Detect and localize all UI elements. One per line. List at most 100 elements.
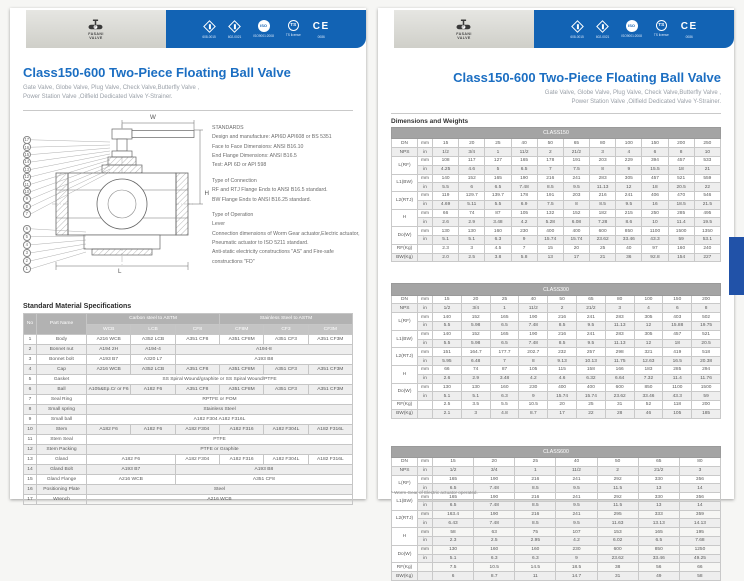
table-cell: 164.7 bbox=[460, 347, 491, 358]
table-cell: 8.7 bbox=[473, 571, 516, 581]
table-class-header: CLASS150 bbox=[391, 126, 721, 140]
table-cell: 202.7 bbox=[518, 347, 549, 358]
page-title: Class150-600 Two-Piece Floating Ball Val… bbox=[453, 70, 721, 85]
table-cell: 23.62 bbox=[604, 391, 635, 402]
table-cell: 1 bbox=[23, 333, 37, 345]
table-cell: BW(Kg) bbox=[391, 571, 418, 581]
table-cell: 11.13 bbox=[589, 182, 617, 193]
table-cell: 52 bbox=[633, 400, 664, 410]
table-cell: 115 bbox=[547, 364, 577, 375]
table-cell: 16 bbox=[641, 199, 669, 210]
table-cell: 13 bbox=[637, 483, 680, 494]
table-cell: L2(RTJ) bbox=[391, 509, 418, 529]
table-cell: 8.5 bbox=[514, 518, 557, 529]
table-cell: 12 bbox=[633, 338, 664, 349]
table-cell: 58 bbox=[678, 571, 722, 581]
table-cell: 15.74 bbox=[536, 234, 564, 245]
table-cell: 12.63 bbox=[633, 356, 664, 366]
table-cell: 50 bbox=[547, 294, 577, 305]
cert-badge: 602-0021 bbox=[228, 19, 241, 39]
table-cell: L(RF) bbox=[391, 312, 418, 331]
table-cell: 9.5 bbox=[615, 199, 643, 210]
table-cell: 127 bbox=[484, 155, 512, 166]
table-cell: 56 bbox=[637, 562, 680, 573]
table-cell: 15 bbox=[536, 243, 564, 254]
table-cell: 20 bbox=[562, 243, 591, 254]
callout-1: 1 bbox=[23, 265, 31, 273]
table-cell: 66 bbox=[432, 364, 462, 375]
table-cell: 1350 bbox=[693, 226, 722, 236]
table-cell: 20 bbox=[460, 294, 491, 305]
table-cell: 63 bbox=[473, 527, 516, 538]
table-cell: 257 bbox=[575, 347, 606, 358]
table-cell: in bbox=[417, 465, 433, 476]
table-cell: 119 bbox=[431, 191, 460, 201]
table-cell: 2 bbox=[596, 465, 639, 476]
table-cell: 118 bbox=[662, 400, 693, 410]
callout-13: 13 bbox=[23, 165, 31, 174]
table-cell: 12 bbox=[615, 182, 643, 193]
table-cell: 7 bbox=[536, 164, 564, 175]
table-cell: 152 bbox=[460, 329, 491, 340]
table-cell: 216 bbox=[514, 474, 557, 485]
table-cell: 9.5 bbox=[575, 321, 606, 331]
table-cell: 216 bbox=[547, 329, 577, 340]
table-cell: 130 bbox=[431, 544, 475, 555]
table-cell: A193 B8 bbox=[174, 353, 354, 365]
table-cell: 74 bbox=[458, 208, 486, 219]
table-cell: 2.5 bbox=[473, 536, 516, 546]
table-cell: 53.1 bbox=[693, 234, 722, 245]
table-cell: 190 bbox=[518, 312, 549, 323]
table-cell: 502 bbox=[691, 312, 721, 323]
table-cell: 160 bbox=[514, 544, 557, 555]
callout-7: 7 bbox=[23, 210, 31, 218]
cert-list: 608-0015 602-0021 ISO ISO9001:2008 TS TS lice… bbox=[202, 19, 329, 39]
table-cell: Part Name bbox=[36, 313, 87, 335]
table-class-header: CLASS600 bbox=[391, 445, 721, 459]
table-cell: Bonnet nut bbox=[36, 343, 87, 355]
table-cell: Stainless Steel to ASTM bbox=[218, 313, 354, 325]
table-cell: RF(Kg) bbox=[391, 243, 418, 254]
table-cell: L(RF) bbox=[391, 155, 418, 175]
table-cell: 4 bbox=[23, 363, 37, 375]
table-cell: Small spring bbox=[36, 403, 87, 415]
ts-mark-icon: TS bbox=[287, 19, 299, 31]
cert-label: TS license bbox=[653, 32, 669, 37]
table-cell: 9.5 bbox=[562, 182, 591, 193]
table-cell: 139.7 bbox=[484, 191, 512, 201]
dimensions-table-class150: CLASS150 DN mm 15 20 25 40 50 65 80 100 150 200 250 NP… bbox=[391, 126, 722, 263]
table-cell: mm bbox=[417, 527, 433, 538]
standards-line: Connection dimensions of Worm Gear actua… bbox=[212, 230, 360, 237]
table-cell: L1(BW) bbox=[391, 329, 418, 349]
table-cell: 11.4 bbox=[667, 217, 695, 228]
table-cell: 7.5 bbox=[562, 164, 591, 175]
table-cell: A182 F304L bbox=[263, 423, 309, 435]
table-cell: Stem Seal bbox=[36, 433, 87, 445]
table-cell: A182 F304 bbox=[174, 423, 220, 435]
table-cell: 241 bbox=[555, 474, 598, 485]
table-cell: PTFE or Graphite bbox=[86, 443, 353, 455]
table-cell: 521 bbox=[667, 173, 695, 184]
table-cell: 8.5 bbox=[547, 321, 577, 331]
table-cell: 151 bbox=[432, 347, 462, 358]
table-cell: 9 bbox=[615, 164, 643, 175]
table-cell: 292 bbox=[596, 474, 639, 485]
dimensions-table-class600: CLASS600 DN mm 15 20 25 40 50 65 80 NPS in 1/2 3/4 1 11… bbox=[391, 445, 722, 581]
table-cell: in bbox=[417, 147, 433, 157]
table-cell: 6 bbox=[662, 303, 693, 314]
table-cell: 5.1 bbox=[432, 391, 462, 402]
table-cell: 8.6 bbox=[615, 217, 643, 228]
table-cell: 241 bbox=[615, 191, 643, 201]
table-cell: 2.3 bbox=[431, 243, 460, 254]
table-cell: Steel bbox=[86, 483, 353, 495]
table-cell: 25 bbox=[484, 138, 512, 149]
table-cell: 400 bbox=[536, 226, 564, 236]
table-cell: 1/2 bbox=[431, 147, 460, 157]
valve-logo-icon: F bbox=[457, 19, 471, 30]
table-cell: 11.5 bbox=[596, 500, 639, 511]
standards-line: Pneumatic actuator to ISO 5211 standard. bbox=[212, 239, 309, 246]
svg-text:F: F bbox=[95, 25, 97, 29]
table-cell: 457 bbox=[667, 155, 695, 166]
cert-badge: ISO ISO9001:2008 bbox=[621, 19, 642, 38]
iso-9001-icon: ISO bbox=[257, 19, 270, 32]
